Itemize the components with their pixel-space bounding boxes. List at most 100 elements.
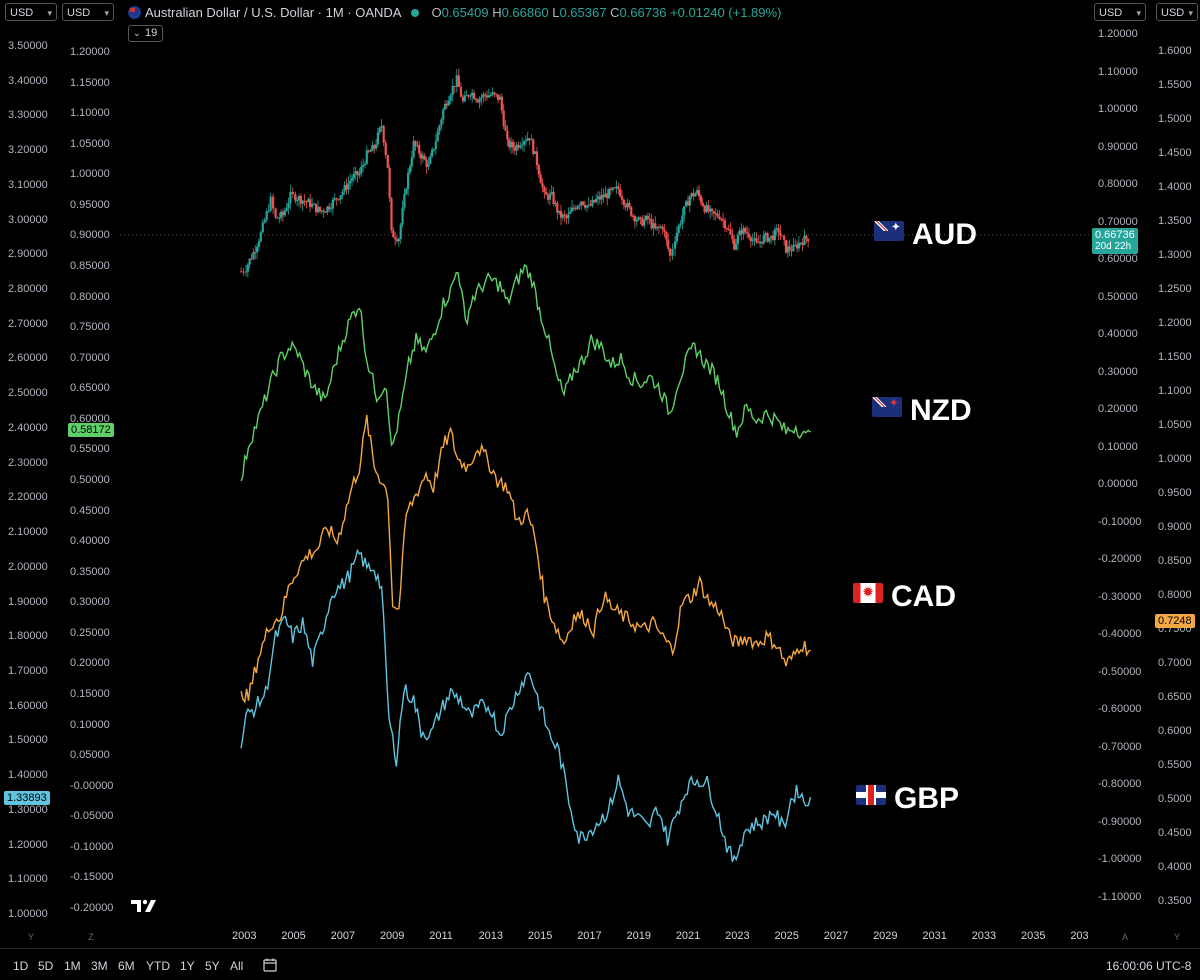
price-axis-tick: 1.00000 bbox=[1098, 103, 1138, 116]
candle-body bbox=[712, 211, 715, 214]
cad-series-line[interactable] bbox=[240, 414, 811, 704]
indicators-toggle[interactable]: ⌄ 19 bbox=[128, 25, 164, 42]
timeframe-1m[interactable]: 1M bbox=[64, 959, 81, 973]
candle-body bbox=[397, 239, 400, 242]
left-axis-2-currency-select[interactable]: USD ▾ bbox=[62, 3, 114, 21]
time-axis-tick: 2003 bbox=[232, 930, 257, 942]
cad-last-value-tag: 0.7248 bbox=[1155, 614, 1195, 628]
tradingview-logo-icon[interactable] bbox=[131, 898, 159, 912]
clock-timezone[interactable]: 16:00:06 UTC-8 bbox=[1106, 959, 1192, 973]
candle-body bbox=[606, 193, 609, 199]
timeframe-5d[interactable]: 5D bbox=[38, 959, 54, 973]
candle-body bbox=[591, 200, 594, 206]
candle-body bbox=[570, 207, 574, 212]
candle-body bbox=[405, 188, 408, 195]
price-axis-tick: 3.40000 bbox=[8, 74, 48, 87]
candle-body bbox=[360, 166, 363, 174]
candle-body bbox=[414, 141, 417, 146]
candle-body bbox=[294, 194, 297, 201]
timeframe-1d[interactable]: 1D bbox=[13, 959, 29, 973]
candle-body bbox=[296, 199, 299, 201]
ca-flag-icon bbox=[853, 583, 883, 603]
candle-body bbox=[598, 196, 601, 200]
candle-body bbox=[663, 229, 666, 232]
far-right-axis-corner[interactable]: Y bbox=[1173, 932, 1180, 942]
candle-body bbox=[254, 252, 257, 254]
left-axis-corner[interactable]: Z bbox=[88, 932, 94, 942]
timeframe-1y[interactable]: 1Y bbox=[180, 959, 195, 973]
price-axis-tick: 3.00000 bbox=[8, 213, 48, 226]
candle-body bbox=[524, 140, 527, 142]
candle-body bbox=[438, 125, 441, 132]
right-axis-corner[interactable]: A bbox=[1121, 932, 1128, 942]
candle-body bbox=[679, 223, 682, 226]
candle-body bbox=[561, 214, 564, 218]
left-axis-currency-select[interactable]: USD ▾ bbox=[5, 3, 57, 21]
chevron-down-icon: ▾ bbox=[1136, 8, 1141, 18]
price-axis-tick: 2.60000 bbox=[8, 352, 48, 365]
indicator-count: 19 bbox=[145, 27, 158, 39]
candle-body bbox=[725, 228, 728, 230]
timeframe-3m[interactable]: 3M bbox=[91, 959, 108, 973]
candle-body bbox=[469, 95, 472, 97]
aud-candles[interactable] bbox=[239, 68, 810, 278]
nzd-series-line[interactable] bbox=[240, 263, 812, 482]
candle-body bbox=[263, 219, 266, 223]
candle-body bbox=[390, 197, 393, 231]
candle-body bbox=[755, 238, 758, 243]
candle-body bbox=[362, 164, 365, 167]
price-axis-tick: 1.70000 bbox=[8, 664, 48, 677]
candle-body bbox=[467, 95, 470, 97]
candle-body bbox=[303, 200, 306, 202]
candle-body bbox=[519, 145, 522, 148]
candle-body bbox=[563, 214, 566, 217]
price-axis-tick: 0.05000 bbox=[70, 749, 110, 762]
timeframe-6m[interactable]: 6M bbox=[118, 959, 135, 973]
price-axis-tick: 1.50000 bbox=[8, 734, 48, 747]
price-axis-tick: 3.20000 bbox=[8, 144, 48, 157]
date-range-icon[interactable] bbox=[262, 957, 278, 973]
candle-body bbox=[578, 205, 581, 207]
candle-body bbox=[328, 206, 331, 210]
far-left-axis-corner[interactable]: Y bbox=[27, 932, 34, 942]
candle-body bbox=[482, 94, 485, 98]
price-axis-tick: -0.60000 bbox=[1098, 703, 1142, 716]
timeframe-all[interactable]: All bbox=[230, 959, 244, 973]
candle-body bbox=[301, 200, 304, 204]
candle-body bbox=[331, 199, 335, 209]
candle-body bbox=[565, 216, 568, 219]
candle-body bbox=[455, 75, 458, 87]
gbp-series-line[interactable] bbox=[240, 548, 812, 863]
candle-body bbox=[440, 119, 443, 126]
candle-body bbox=[760, 241, 764, 244]
currency-value: USD bbox=[1099, 7, 1123, 19]
candle-body bbox=[463, 95, 466, 102]
candle-body bbox=[443, 103, 447, 110]
right-axis-currency-select[interactable]: USD ▾ bbox=[1094, 3, 1146, 21]
price-axis-tick: -0.80000 bbox=[1098, 778, 1142, 791]
price-axis-tick: 0.35000 bbox=[70, 565, 110, 578]
time-axis-tick: 2033 bbox=[971, 930, 997, 942]
timeframe-5y[interactable]: 5Y bbox=[205, 959, 220, 973]
candle-body bbox=[484, 94, 487, 96]
candle-body bbox=[667, 239, 670, 249]
candle-body bbox=[697, 190, 701, 196]
candle-body bbox=[589, 204, 592, 206]
candle-body bbox=[242, 271, 245, 273]
symbol-title[interactable]: Australian Dollar / U.S. Dollar · 1M · O… bbox=[145, 5, 402, 20]
candle-body bbox=[639, 217, 642, 219]
price-axis-tick: 1.1000 bbox=[1158, 385, 1192, 397]
candle-body bbox=[720, 218, 723, 220]
timeframe-ytd[interactable]: YTD bbox=[146, 959, 170, 973]
price-axis-tick: 0.90000 bbox=[1098, 140, 1138, 153]
price-axis-tick: 1.2000 bbox=[1158, 317, 1192, 329]
price-axis-tick: 2.70000 bbox=[8, 317, 48, 330]
candle-body bbox=[596, 196, 600, 199]
right-axis-2-currency-select[interactable]: USD ▾ bbox=[1156, 3, 1198, 21]
candle-body bbox=[474, 98, 478, 101]
candle-body bbox=[471, 92, 474, 96]
price-axis-tick: 0.9500 bbox=[1158, 487, 1192, 499]
candle-body bbox=[418, 145, 421, 154]
candle-body bbox=[369, 151, 372, 153]
